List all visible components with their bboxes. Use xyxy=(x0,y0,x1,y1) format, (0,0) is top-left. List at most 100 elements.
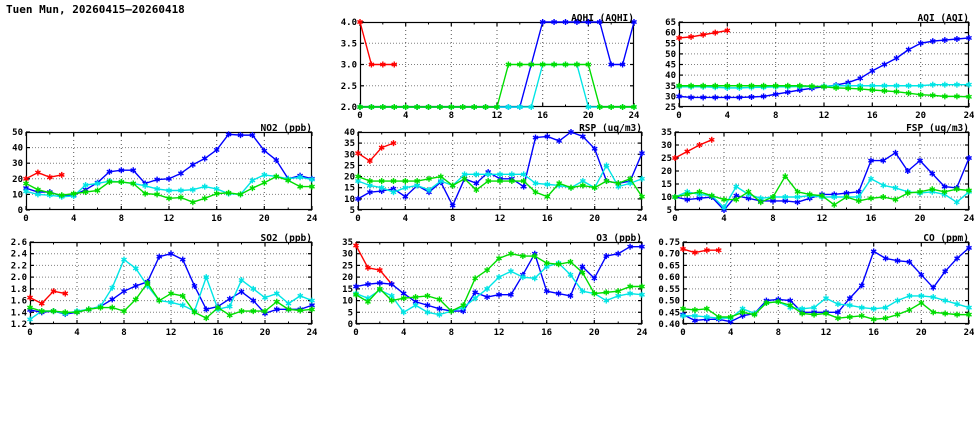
y-tick-label: 55 xyxy=(665,39,676,49)
panel-label-fsp: FSP (ug/m3) xyxy=(906,123,969,134)
y-tick-label: 0.45 xyxy=(658,308,680,318)
x-tick-label: 16 xyxy=(866,214,877,224)
y-tick-label: 3.5 xyxy=(341,39,357,49)
y-tick-label: 5 xyxy=(667,206,672,216)
y-tick-label: 0.75 xyxy=(658,238,680,248)
x-tick-label: 4 xyxy=(725,111,731,121)
x-tick-label: 4 xyxy=(71,214,77,224)
x-tick-label: 12 xyxy=(819,111,830,121)
y-tick-label: 10 xyxy=(661,193,672,203)
panel-rsp: 5 10 15 20 25 30 35 40 0 4 8 12 16 20 24 RSP (ug/m3) xyxy=(330,118,650,230)
y-tick-label: 2.6 xyxy=(11,238,27,248)
x-tick-label: 4 xyxy=(403,214,409,224)
x-tick-label: 0 xyxy=(353,328,358,338)
x-tick-label: 16 xyxy=(213,328,224,338)
y-tick-label: 30 xyxy=(661,141,672,151)
y-tick-label: 25 xyxy=(344,161,355,171)
panel-fsp: 5 10 15 20 25 30 35 0 4 8 12 16 20 24 FSP (ug/m3) xyxy=(645,118,975,230)
x-tick-label: 8 xyxy=(119,214,124,224)
y-tick-label: 30 xyxy=(12,159,23,169)
y-tick-label: 45 xyxy=(665,61,676,71)
y-tick-label: 15 xyxy=(661,180,672,190)
y-tick-label: 35 xyxy=(344,139,355,149)
x-tick-label: 4 xyxy=(728,328,734,338)
y-tick-label: 0 xyxy=(18,206,23,216)
x-tick-label: 12 xyxy=(821,328,832,338)
x-tick-label: 16 xyxy=(542,214,553,224)
y-tick-label: 50 xyxy=(665,50,676,60)
x-tick-label: 0 xyxy=(23,214,28,224)
x-tick-label: 4 xyxy=(403,111,409,121)
y-tick-label: 60 xyxy=(665,29,676,39)
x-tick-label: 24 xyxy=(964,111,975,121)
x-tick-label: 0 xyxy=(355,214,360,224)
x-tick-label: 12 xyxy=(164,214,175,224)
x-tick-label: 24 xyxy=(637,214,648,224)
x-tick-label: 20 xyxy=(589,328,600,338)
panel-label-aqi: AQI (AQI) xyxy=(918,13,969,24)
x-tick-label: 0 xyxy=(680,328,685,338)
x-tick-label: 4 xyxy=(401,328,407,338)
panel-aqhi: 2.0 2.5 3.0 3.5 4.0 0 4 8 12 16 20 24 AQHI (AQHI) xyxy=(330,8,640,126)
y-tick-label: 2.0 xyxy=(11,273,27,283)
y-tick-label: 35 xyxy=(661,128,672,138)
x-tick-label: 16 xyxy=(211,214,222,224)
y-tick-label: 20 xyxy=(12,175,23,185)
y-tick-label: 0.65 xyxy=(658,261,680,271)
y-tick-label: 3.0 xyxy=(341,61,357,71)
y-tick-label: 4.0 xyxy=(341,18,357,28)
x-tick-label: 0 xyxy=(676,111,681,121)
x-tick-label: 12 xyxy=(817,214,828,224)
x-tick-label: 24 xyxy=(307,214,318,224)
panel-label-aqhi: AQHI (AQHI) xyxy=(571,13,634,24)
x-tick-label: 4 xyxy=(721,214,727,224)
y-tick-label: 1.2 xyxy=(11,320,27,330)
y-tick-label: 25 xyxy=(661,154,672,164)
x-tick-label: 16 xyxy=(537,111,548,121)
y-tick-label: 40 xyxy=(665,71,676,81)
x-tick-label: 20 xyxy=(259,214,270,224)
chart-no2: 0 10 20 30 40 50 0 4 8 12 16 20 24 NO2 (ppb) xyxy=(12,123,318,224)
chart-fsp: 5 10 15 20 25 30 35 0 4 8 12 16 20 24 FSP (ug/m3) xyxy=(661,123,975,224)
y-tick-label: 5 xyxy=(350,206,355,216)
y-tick-label: 40 xyxy=(344,128,355,138)
x-tick-label: 0 xyxy=(357,111,362,121)
panel-label-no2: NO2 (ppb) xyxy=(261,123,312,134)
chart-so2: 1.2 1.41.6 1.8 2.0 2.22.4 2.6 0 4 8 12 16 20 24 SO2 (… xyxy=(11,233,318,338)
panel-label-rsp: RSP (ug/m3) xyxy=(579,123,642,134)
y-tick-label: 20 xyxy=(342,273,353,283)
x-tick-label: 8 xyxy=(770,214,775,224)
panel-so2: 1.2 1.4 1.6 1.8 2.0 2.2 2.4 2.6 0 4 8 12 16 20 24 SO2 (… xyxy=(0,228,320,346)
y-tick-label: 10 xyxy=(12,190,23,200)
y-tick-label: 30 xyxy=(342,250,353,260)
x-tick-label: 24 xyxy=(629,111,640,121)
x-tick-label: 8 xyxy=(449,328,454,338)
y-tick-label: 65 xyxy=(665,18,676,28)
x-tick-label: 16 xyxy=(541,328,552,338)
y-tick-label: 15 xyxy=(342,285,353,295)
x-tick-label: 8 xyxy=(121,328,126,338)
x-tick-label: 20 xyxy=(583,111,594,121)
panel-co: 0.40 0.45 0.50 0.55 0.60 0.65 0.70 0.75 0 4 8 12 16 2… xyxy=(645,228,975,346)
y-tick-label: 2.2 xyxy=(11,261,27,271)
y-tick-label: 15 xyxy=(344,184,355,194)
panel-label-o3: O3 (ppb) xyxy=(596,233,642,244)
chart-aqhi: 2.0 2.5 3.0 3.5 4.0 0 4 8 12 16 20 24 AQHI (AQHI) xyxy=(341,13,640,121)
y-tick-label: 0.50 xyxy=(658,297,680,307)
x-tick-label: 12 xyxy=(492,111,503,121)
x-tick-label: 12 xyxy=(166,328,177,338)
x-tick-label: 20 xyxy=(589,214,600,224)
panel-label-so2: SO2 (ppb) xyxy=(261,233,312,244)
panel-no2: 0 10 20 30 40 50 0 4 8 12 16 20 24 NO2 (ppb) xyxy=(0,118,320,230)
y-tick-label: 2.5 xyxy=(341,82,357,92)
x-tick-label: 4 xyxy=(74,328,80,338)
x-tick-label: 24 xyxy=(637,328,648,338)
y-tick-label: 10 xyxy=(344,195,355,205)
y-tick-label: 25 xyxy=(342,261,353,271)
x-tick-label: 20 xyxy=(915,111,926,121)
x-tick-label: 8 xyxy=(450,214,455,224)
y-tick-label: 35 xyxy=(665,82,676,92)
y-tick-label: 20 xyxy=(344,173,355,183)
y-tick-label: 1.8 xyxy=(11,285,27,295)
